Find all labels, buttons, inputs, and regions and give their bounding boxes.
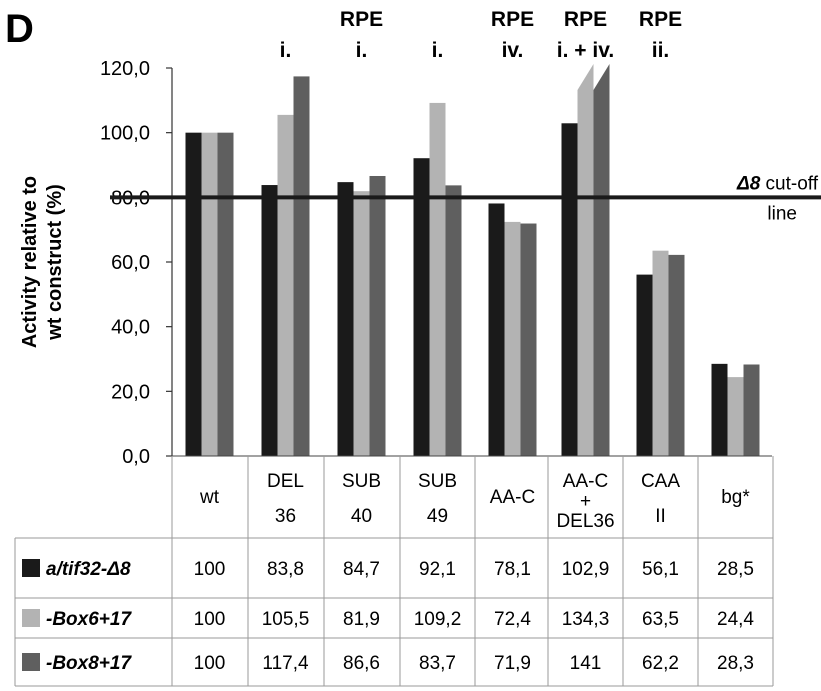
table-cell: 83,7 (419, 653, 456, 674)
bar-1-0 (261, 185, 278, 456)
bar-7-0 (711, 363, 728, 456)
panel-label: D (5, 7, 34, 51)
bar-1-2 (293, 76, 310, 456)
bars-layer (172, 64, 772, 457)
table-cell: 83,8 (267, 559, 304, 580)
table-cell: 28,5 (717, 559, 754, 580)
y-tick-label: 40,0 (111, 317, 150, 339)
category-label-line2: 40 (351, 506, 372, 527)
category-label-line2: 49 (427, 506, 448, 527)
category-label: wt (199, 487, 220, 508)
table-cell: 102,9 (562, 559, 610, 580)
y-axis-label-line1: Activity relative to (19, 176, 41, 348)
legend-swatch-0 (22, 559, 40, 577)
bar-6-1 (652, 250, 669, 456)
legend-swatch-1 (22, 609, 40, 627)
table-cell: 71,9 (494, 653, 531, 674)
bar-5-2 (593, 64, 610, 456)
category-label-line1: CAA (641, 471, 680, 492)
category-label-line3: DEL36 (556, 511, 614, 532)
annotation-layer: i. RPE i. i. RPE iv. RPE i. + iv. RPE ii. (280, 8, 682, 62)
table-cell: 109,2 (414, 609, 462, 630)
y-axis-label-line2: wt construct (%) (44, 184, 66, 341)
cutoff-line-group: Δ8 cut-off line (110, 173, 821, 224)
category-label-line2: II (655, 506, 666, 527)
table-cell: 81,9 (343, 609, 380, 630)
category-label: bg* (721, 487, 750, 508)
legend-swatch-2 (22, 653, 40, 671)
category-label-line1: AA-C (563, 471, 608, 492)
table-cell: 117,4 (262, 653, 309, 674)
cutoff-label-line2: line (767, 203, 797, 224)
y-tick-label: 60,0 (111, 252, 150, 274)
bar-4-2 (520, 223, 537, 456)
table-cell: 100 (194, 653, 226, 674)
annotation-bottom-6: ii. (652, 39, 670, 62)
annotation-top-2: RPE (340, 8, 383, 31)
category-label-line2: 36 (275, 506, 296, 527)
y-tick-label: 100,0 (100, 123, 150, 145)
category-label-line1: SUB (342, 471, 381, 492)
y-tick-label: 20,0 (111, 381, 150, 403)
bar-0-2 (217, 132, 234, 456)
y-axis-label: Activity relative to wt construct (%) (19, 176, 66, 348)
bar-2-1 (353, 191, 370, 456)
bar-2-2 (369, 175, 386, 456)
bar-1-1 (277, 114, 294, 456)
table-cell: 72,4 (494, 609, 531, 630)
table-cell: 62,2 (642, 653, 679, 674)
y-tick-label: 0,0 (122, 446, 150, 468)
annotation-bottom-4: iv. (502, 39, 524, 62)
table-cell: 105,5 (262, 609, 310, 630)
category-label-line2: + (580, 491, 591, 512)
annotation-bottom-3: i. (432, 39, 444, 62)
bar-3-1 (429, 102, 446, 457)
annotation-bottom-5: i. + iv. (557, 39, 614, 62)
row-label-1: -Box6+17 (46, 609, 132, 630)
bar-6-2 (668, 254, 685, 456)
table-cell: 56,1 (642, 559, 679, 580)
bar-5-0 (561, 123, 578, 456)
table-cell: 84,7 (343, 559, 380, 580)
cutoff-label-delta: Δ8 (736, 173, 761, 194)
bar-7-2 (743, 364, 760, 456)
bar-4-0 (488, 203, 505, 456)
row-label-0: a/tif32-Δ8 (46, 559, 131, 580)
table-cell: 100 (194, 609, 226, 630)
table-cell: 78,1 (494, 559, 531, 580)
annotation-top-4: RPE (491, 8, 534, 31)
category-label-line1: SUB (418, 471, 457, 492)
table-cell: 134,3 (562, 609, 610, 630)
data-table: wtDEL36SUB40SUB49AA-CAA-C+DEL36CAAIIbg*a… (14, 456, 774, 687)
table-cell: 141 (570, 653, 602, 674)
category-label: AA-C (490, 487, 535, 508)
table-cell: 24,4 (717, 609, 754, 630)
bar-0-1 (201, 132, 218, 456)
cutoff-label: Δ8 cut-off (736, 173, 819, 194)
cutoff-label-suffix: cut-off (760, 173, 818, 194)
category-label-line1: DEL (267, 471, 304, 492)
bar-2-0 (337, 182, 354, 457)
table-cell: 86,6 (343, 653, 380, 674)
bar-0-0 (185, 132, 202, 456)
bar-7-1 (727, 377, 744, 456)
row-label-2: -Box8+17 (46, 653, 132, 674)
bar-6-0 (636, 274, 653, 456)
y-tick-label: 120,0 (100, 58, 150, 80)
annotation-bottom-1: i. (280, 39, 292, 62)
annotation-bottom-2: i. (356, 39, 368, 62)
bar-4-1 (504, 221, 521, 456)
bar-3-2 (445, 185, 462, 456)
table-cell: 92,1 (419, 559, 456, 580)
annotation-top-5: RPE (564, 8, 607, 31)
table-cell: 100 (194, 559, 226, 580)
table-cell: 63,5 (642, 609, 679, 630)
bar-3-0 (413, 158, 430, 456)
bar-5-1 (577, 64, 594, 456)
table-cell: 28,3 (717, 653, 754, 674)
annotation-top-6: RPE (639, 8, 682, 31)
